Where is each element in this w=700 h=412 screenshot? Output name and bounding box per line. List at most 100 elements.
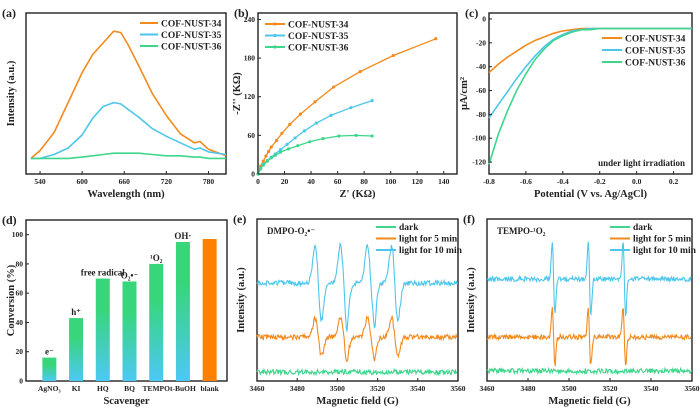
x-tick-label: AgNO₃	[38, 384, 61, 393]
y-tick-label: 40	[16, 318, 24, 327]
x-tick-label: 3500	[330, 384, 345, 393]
y-tick-label: 100	[12, 230, 24, 239]
data-point	[269, 145, 273, 149]
plot-frame	[488, 12, 693, 175]
series-line-cof-nust-35	[30, 101, 227, 160]
data-point	[264, 154, 268, 158]
y-axis-label: Conversion (%)	[6, 264, 17, 336]
bar-label: OH·	[174, 231, 191, 241]
series-line-light-for-10-min	[486, 241, 692, 317]
legend-label: light for 10 min	[633, 246, 697, 256]
x-tick-label: 3520	[603, 384, 618, 393]
data-point	[265, 159, 269, 163]
y-tick-label: -120	[472, 158, 486, 167]
annotation-text: DMPO-O₂•⁻	[267, 226, 315, 236]
panel-b: (b) 0 20 40 60 80 100 120 140 0 60 120 180 240 Z' (KΩ)…	[232, 6, 458, 200]
series-line-dark	[486, 366, 693, 376]
x-tick-label: 120	[412, 177, 424, 186]
y-tick-label: -100	[472, 134, 486, 143]
plot-frame	[257, 12, 458, 175]
data-point	[337, 134, 341, 138]
x-tick-label: 40	[307, 177, 315, 186]
legend-marker	[273, 33, 277, 38]
x-tick-label: 3540	[644, 384, 659, 393]
bar-ki	[69, 318, 84, 381]
x-axis-label: Potential (V vs. Ag/AgCl)	[534, 189, 647, 200]
annotation-text: under light irradiation	[598, 158, 685, 168]
panel-d: (d) AgNO₃ e⁻ KI h⁺ HQ free radical BQ O₂•⁻ TEMPO ¹…	[2, 213, 228, 407]
legend-label: COF-NUST-36	[161, 43, 222, 53]
x-tick-label: 140	[438, 177, 450, 186]
data-point	[308, 140, 312, 144]
x-tick-label: 80	[360, 177, 368, 186]
data-point	[267, 149, 271, 154]
data-point	[259, 167, 263, 171]
x-axis-label: Z' (KΩ)	[339, 189, 376, 200]
series-line-dark	[256, 367, 458, 377]
y-tick-label: 180	[244, 54, 256, 63]
series-line-cof-nust-35	[257, 99, 373, 175]
legend-label: COF-NUST-36	[288, 44, 349, 54]
data-point	[349, 106, 353, 110]
data-point	[273, 153, 277, 157]
x-tick-label: 780	[203, 177, 215, 186]
plot-frame	[256, 218, 459, 382]
panel-label: (f)	[463, 212, 475, 226]
plot-frame	[486, 218, 693, 382]
legend-label: dark	[633, 223, 653, 233]
x-tick-label: 0.2	[669, 177, 679, 186]
data-point	[354, 133, 358, 137]
y-tick-label: 0	[19, 377, 23, 386]
data-point	[298, 112, 303, 116]
x-tick-label: -0.4	[557, 177, 569, 186]
legend-label: light for 5 min	[399, 235, 458, 245]
x-tick-label: t-BuOH	[170, 384, 196, 393]
x-tick-label: -0.2	[594, 177, 606, 186]
series-line-cof-nust-36	[488, 27, 692, 165]
panel-e: (e) 3460 3480 3500 3520 3540 3560 Magnetic fiel…	[233, 212, 466, 407]
bar-tempo	[149, 263, 164, 381]
x-tick-label: 20	[281, 177, 289, 186]
bar-agno	[42, 357, 57, 381]
x-axis-label: Magnetic field (G)	[548, 396, 631, 407]
legend-label: COF-NUST-36	[625, 59, 686, 69]
annotation-text: TEMPO-¹O₂	[497, 226, 546, 236]
y-tick-label: 20	[16, 347, 24, 356]
data-point	[358, 70, 362, 74]
x-tick-label: 3460	[480, 384, 495, 393]
panel-label: (a)	[2, 6, 16, 20]
y-axis-label: Intensity (a.u.)	[6, 60, 17, 126]
series-line-light-for-5-min	[486, 306, 692, 367]
y-tick-label: 240	[244, 15, 256, 24]
bar-bq	[122, 281, 137, 381]
data-point	[274, 138, 279, 143]
data-point	[313, 100, 317, 104]
y-tick-label: 120	[244, 92, 256, 101]
y-tick-label: 60	[16, 289, 24, 298]
x-tick-label: -0.6	[520, 177, 532, 186]
x-tick-label: 3500	[562, 384, 577, 393]
legend-label: dark	[399, 223, 419, 233]
data-point	[302, 129, 307, 133]
plot-frame	[25, 12, 227, 175]
x-tick-label: 0	[256, 177, 260, 186]
series-line-cof-nust-34	[30, 30, 227, 160]
legend-label: COF-NUST-35	[288, 32, 349, 42]
x-tick-label: 3540	[410, 384, 425, 393]
x-tick-label: -0.8	[483, 177, 495, 186]
series-line-light-for-10-min	[256, 242, 459, 332]
x-tick-label: 3480	[290, 384, 305, 393]
legend-label: light for 5 min	[633, 235, 692, 245]
bar-blank	[202, 239, 217, 381]
legend-label: COF-NUST-35	[161, 31, 222, 41]
data-point	[370, 134, 374, 138]
data-point	[321, 136, 325, 141]
x-tick-label: 0.0	[632, 177, 642, 186]
bar-label: ¹O₂	[150, 253, 163, 263]
y-tick-label: -80	[476, 110, 486, 119]
y-tick-label: 0	[251, 170, 255, 179]
x-axis-label: Wavelength (nm)	[87, 189, 165, 200]
y-tick-label: 0	[482, 14, 486, 23]
data-point	[293, 136, 297, 140]
